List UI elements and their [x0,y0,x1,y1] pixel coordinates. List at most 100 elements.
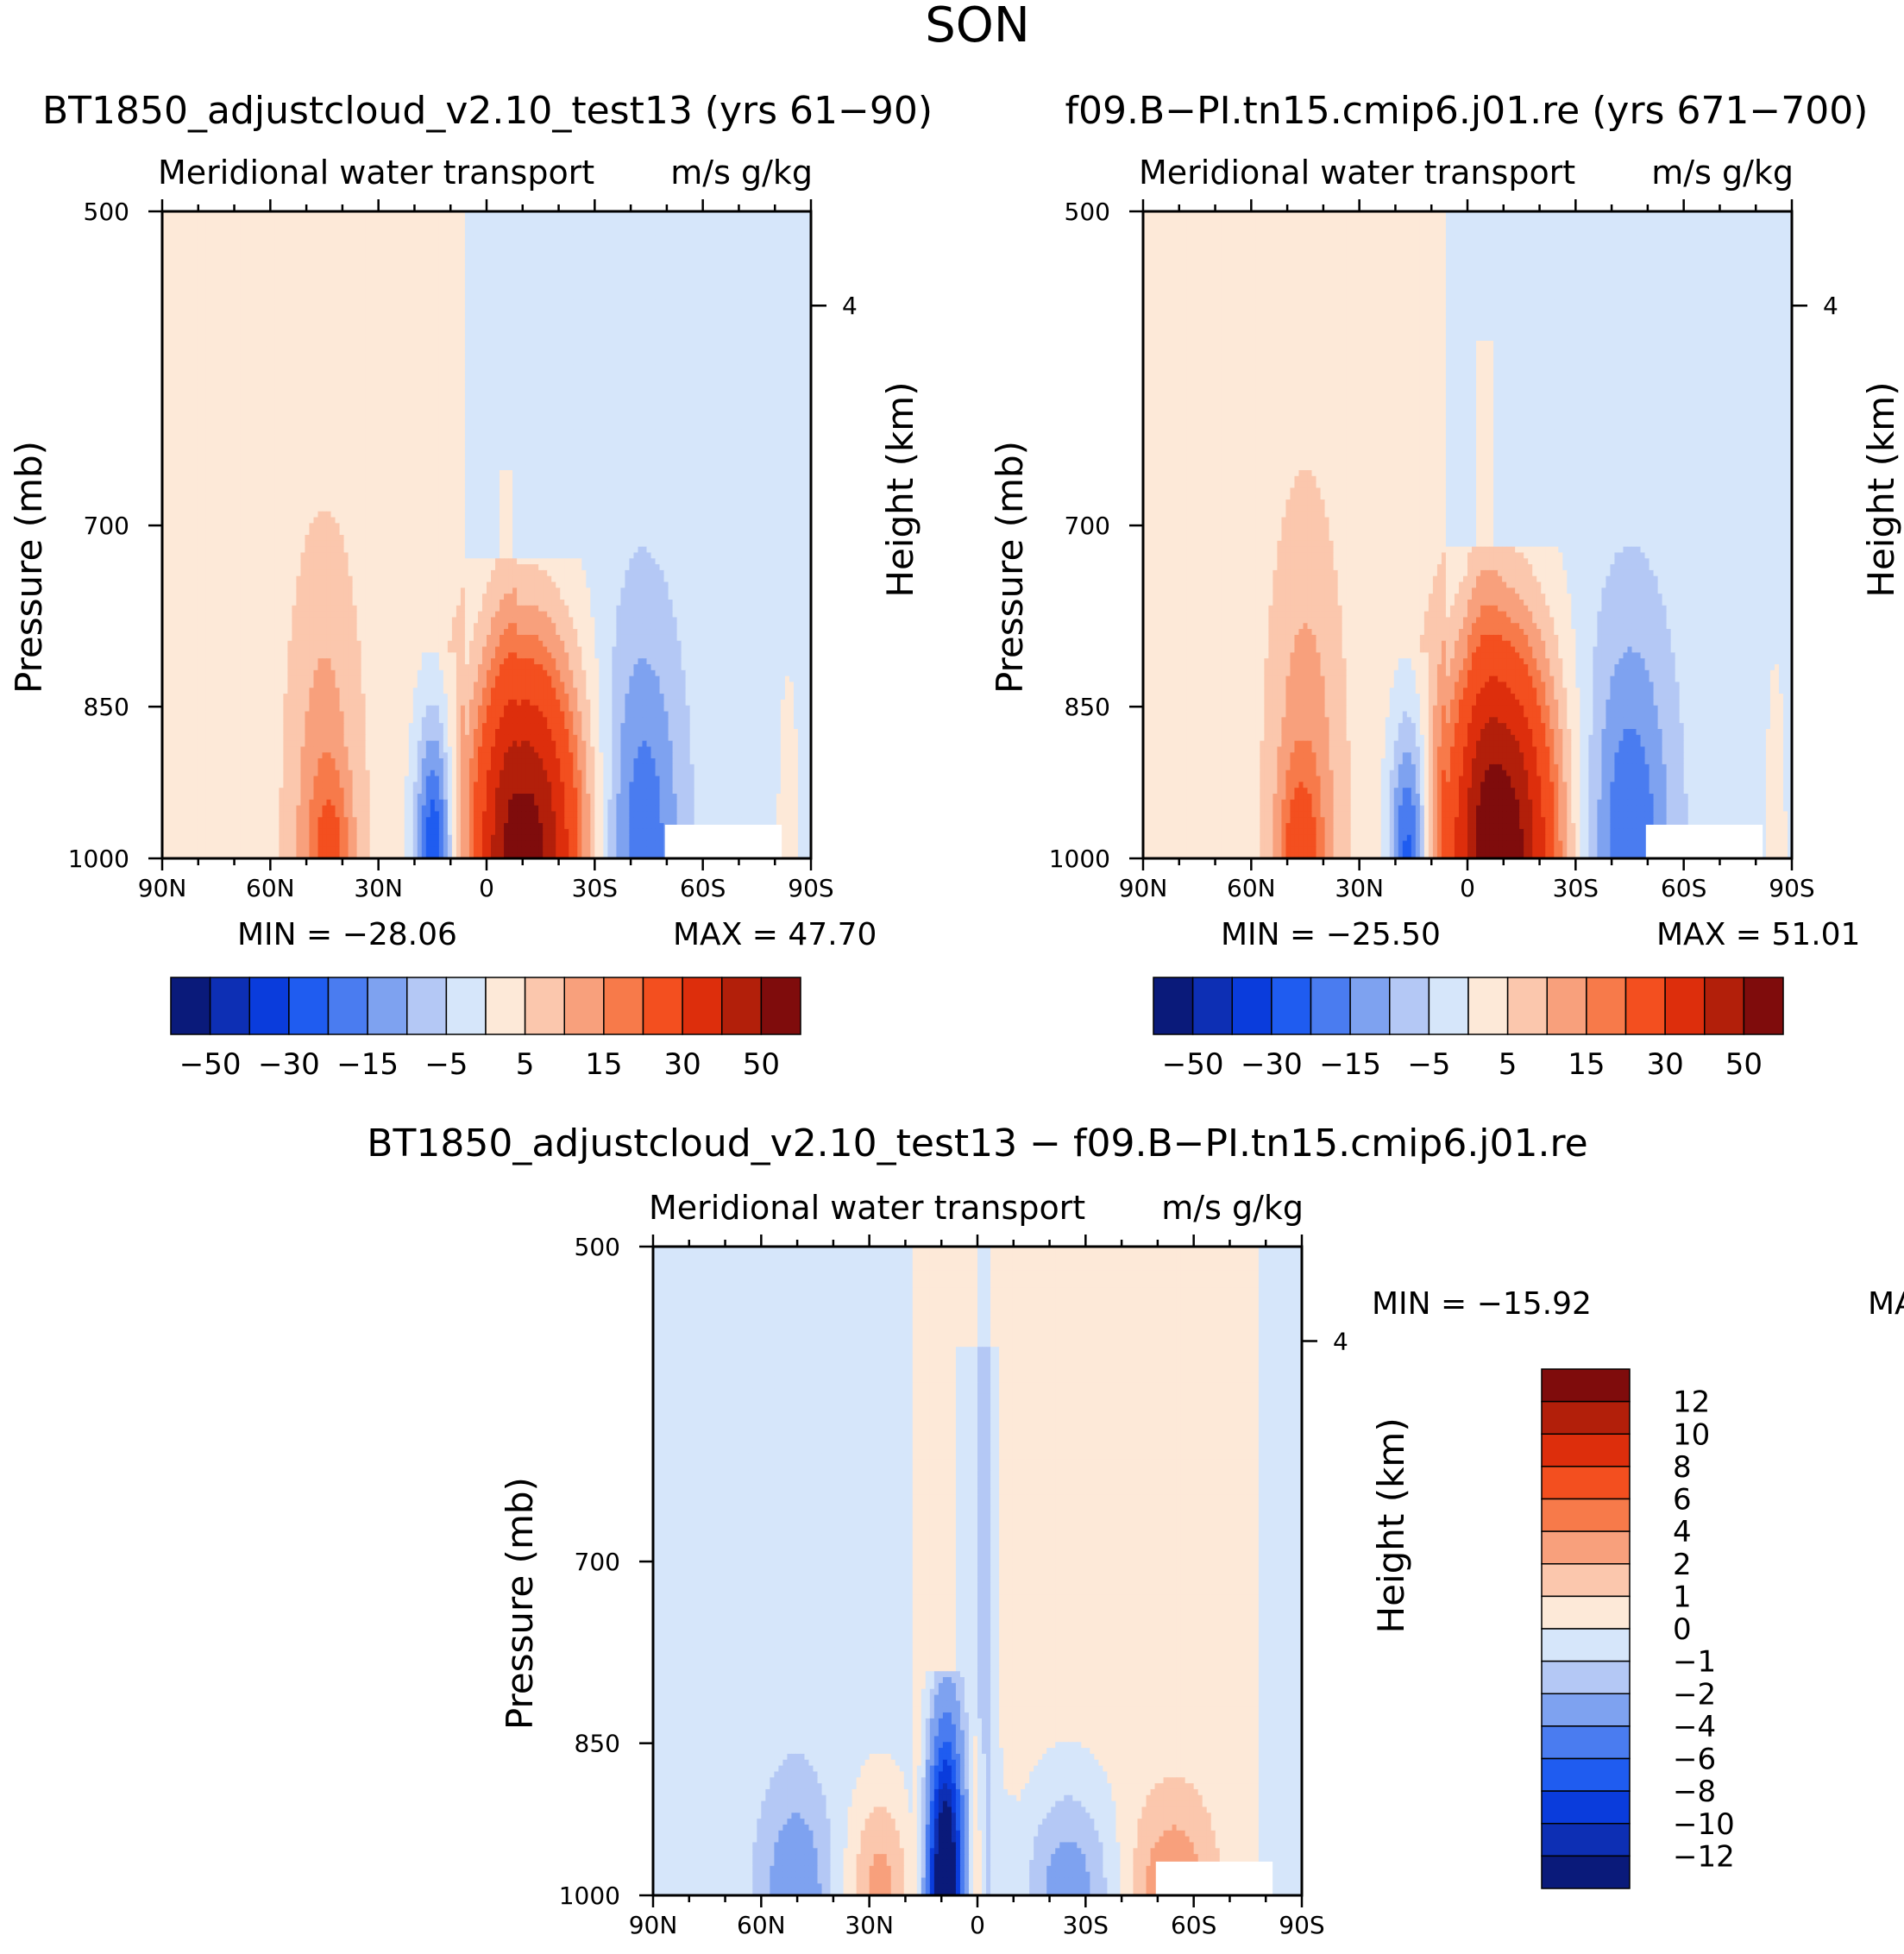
heat-cell [305,329,310,335]
heat-cell [244,299,249,305]
heat-cell [309,405,314,412]
heat-cell [612,229,617,235]
heat-cell [646,223,651,229]
heat-cell [725,324,730,330]
heat-cell [560,259,565,265]
heat-cell [478,311,483,317]
heat-cell [313,364,318,370]
heat-cell [192,247,198,253]
heat-cell [322,270,327,276]
heat-cell [327,382,332,388]
heat-cell [660,229,665,235]
heat-cell [300,376,305,382]
heat-cell [651,235,657,241]
heat-cell [374,358,380,364]
heat-cell [296,329,301,335]
heat-cell [214,341,219,347]
heat-cell [586,270,591,276]
heat-cell [396,341,401,347]
heat-cell [392,288,397,294]
heat-cell [175,353,180,359]
heat-cell [253,324,258,330]
heat-cell [525,317,531,324]
heat-cell [720,270,726,276]
heat-cell [344,364,349,370]
heat-cell [612,293,617,299]
heat-cell [564,293,569,299]
heat-cell [512,305,518,311]
heat-cell [699,329,704,335]
heat-cell [205,264,211,270]
heat-cell [802,305,807,311]
heat-cell [781,341,786,347]
heat-cell [742,276,747,282]
heat-cell [682,253,687,259]
heat-cell [612,399,617,405]
heat-cell [336,241,341,247]
heat-cell [612,276,617,282]
heat-cell [261,264,267,270]
heat-cell [374,276,380,282]
heat-cell [607,247,613,253]
heat-cell [413,376,418,382]
heat-cell [625,293,630,299]
heat-cell [534,335,539,341]
heat-cell [638,299,643,305]
heat-cell [551,376,556,382]
heat-cell [556,364,561,370]
heat-cell [400,305,405,311]
heat-cell [763,229,769,235]
heat-cell [227,370,232,376]
heat-cell [703,393,708,399]
heat-cell [184,293,189,299]
heat-cell [317,399,323,405]
heat-cell [660,376,665,382]
heat-cell [508,353,513,359]
heat-cell [430,393,436,399]
heat-cell [495,353,500,359]
heat-cell [261,405,267,412]
heat-cell [720,341,726,347]
heat-cell [699,299,704,305]
heat-cell [538,282,544,288]
heat-cell [171,399,176,405]
heat-cell [227,353,232,359]
heat-cell [474,335,479,341]
heat-cell [690,282,695,288]
heat-cell [612,282,617,288]
heat-cell [607,223,613,229]
heat-cell [699,341,704,347]
heat-cell [534,353,539,359]
heat-cell [751,399,756,405]
heat-cell [686,353,691,359]
heat-cell [300,329,305,335]
heat-cell [188,235,193,241]
heat-cell [646,358,651,364]
heat-cell [500,341,505,347]
heat-cell [439,399,444,405]
heat-cell [469,293,474,299]
heat-cell [755,353,760,359]
heat-cell [642,264,647,270]
heat-cell [405,399,410,405]
heat-cell [344,399,349,405]
heat-cell [344,247,349,253]
heat-cell [201,217,206,223]
heat-cell [266,311,271,317]
heat-cell [720,388,726,394]
heat-cell [530,217,535,223]
heat-cell [231,376,236,382]
heat-cell [336,305,341,311]
heat-cell [768,259,773,265]
heat-cell [478,382,483,388]
heat-cell [383,270,388,276]
heat-cell [603,305,608,311]
heat-cell [400,341,405,347]
heat-cell [504,347,509,353]
heat-cell [366,358,371,364]
heat-cell [577,329,582,335]
heat-cell [521,353,526,359]
heat-cell [236,341,241,347]
heat-cell [210,299,215,305]
heat-cell [240,353,245,359]
